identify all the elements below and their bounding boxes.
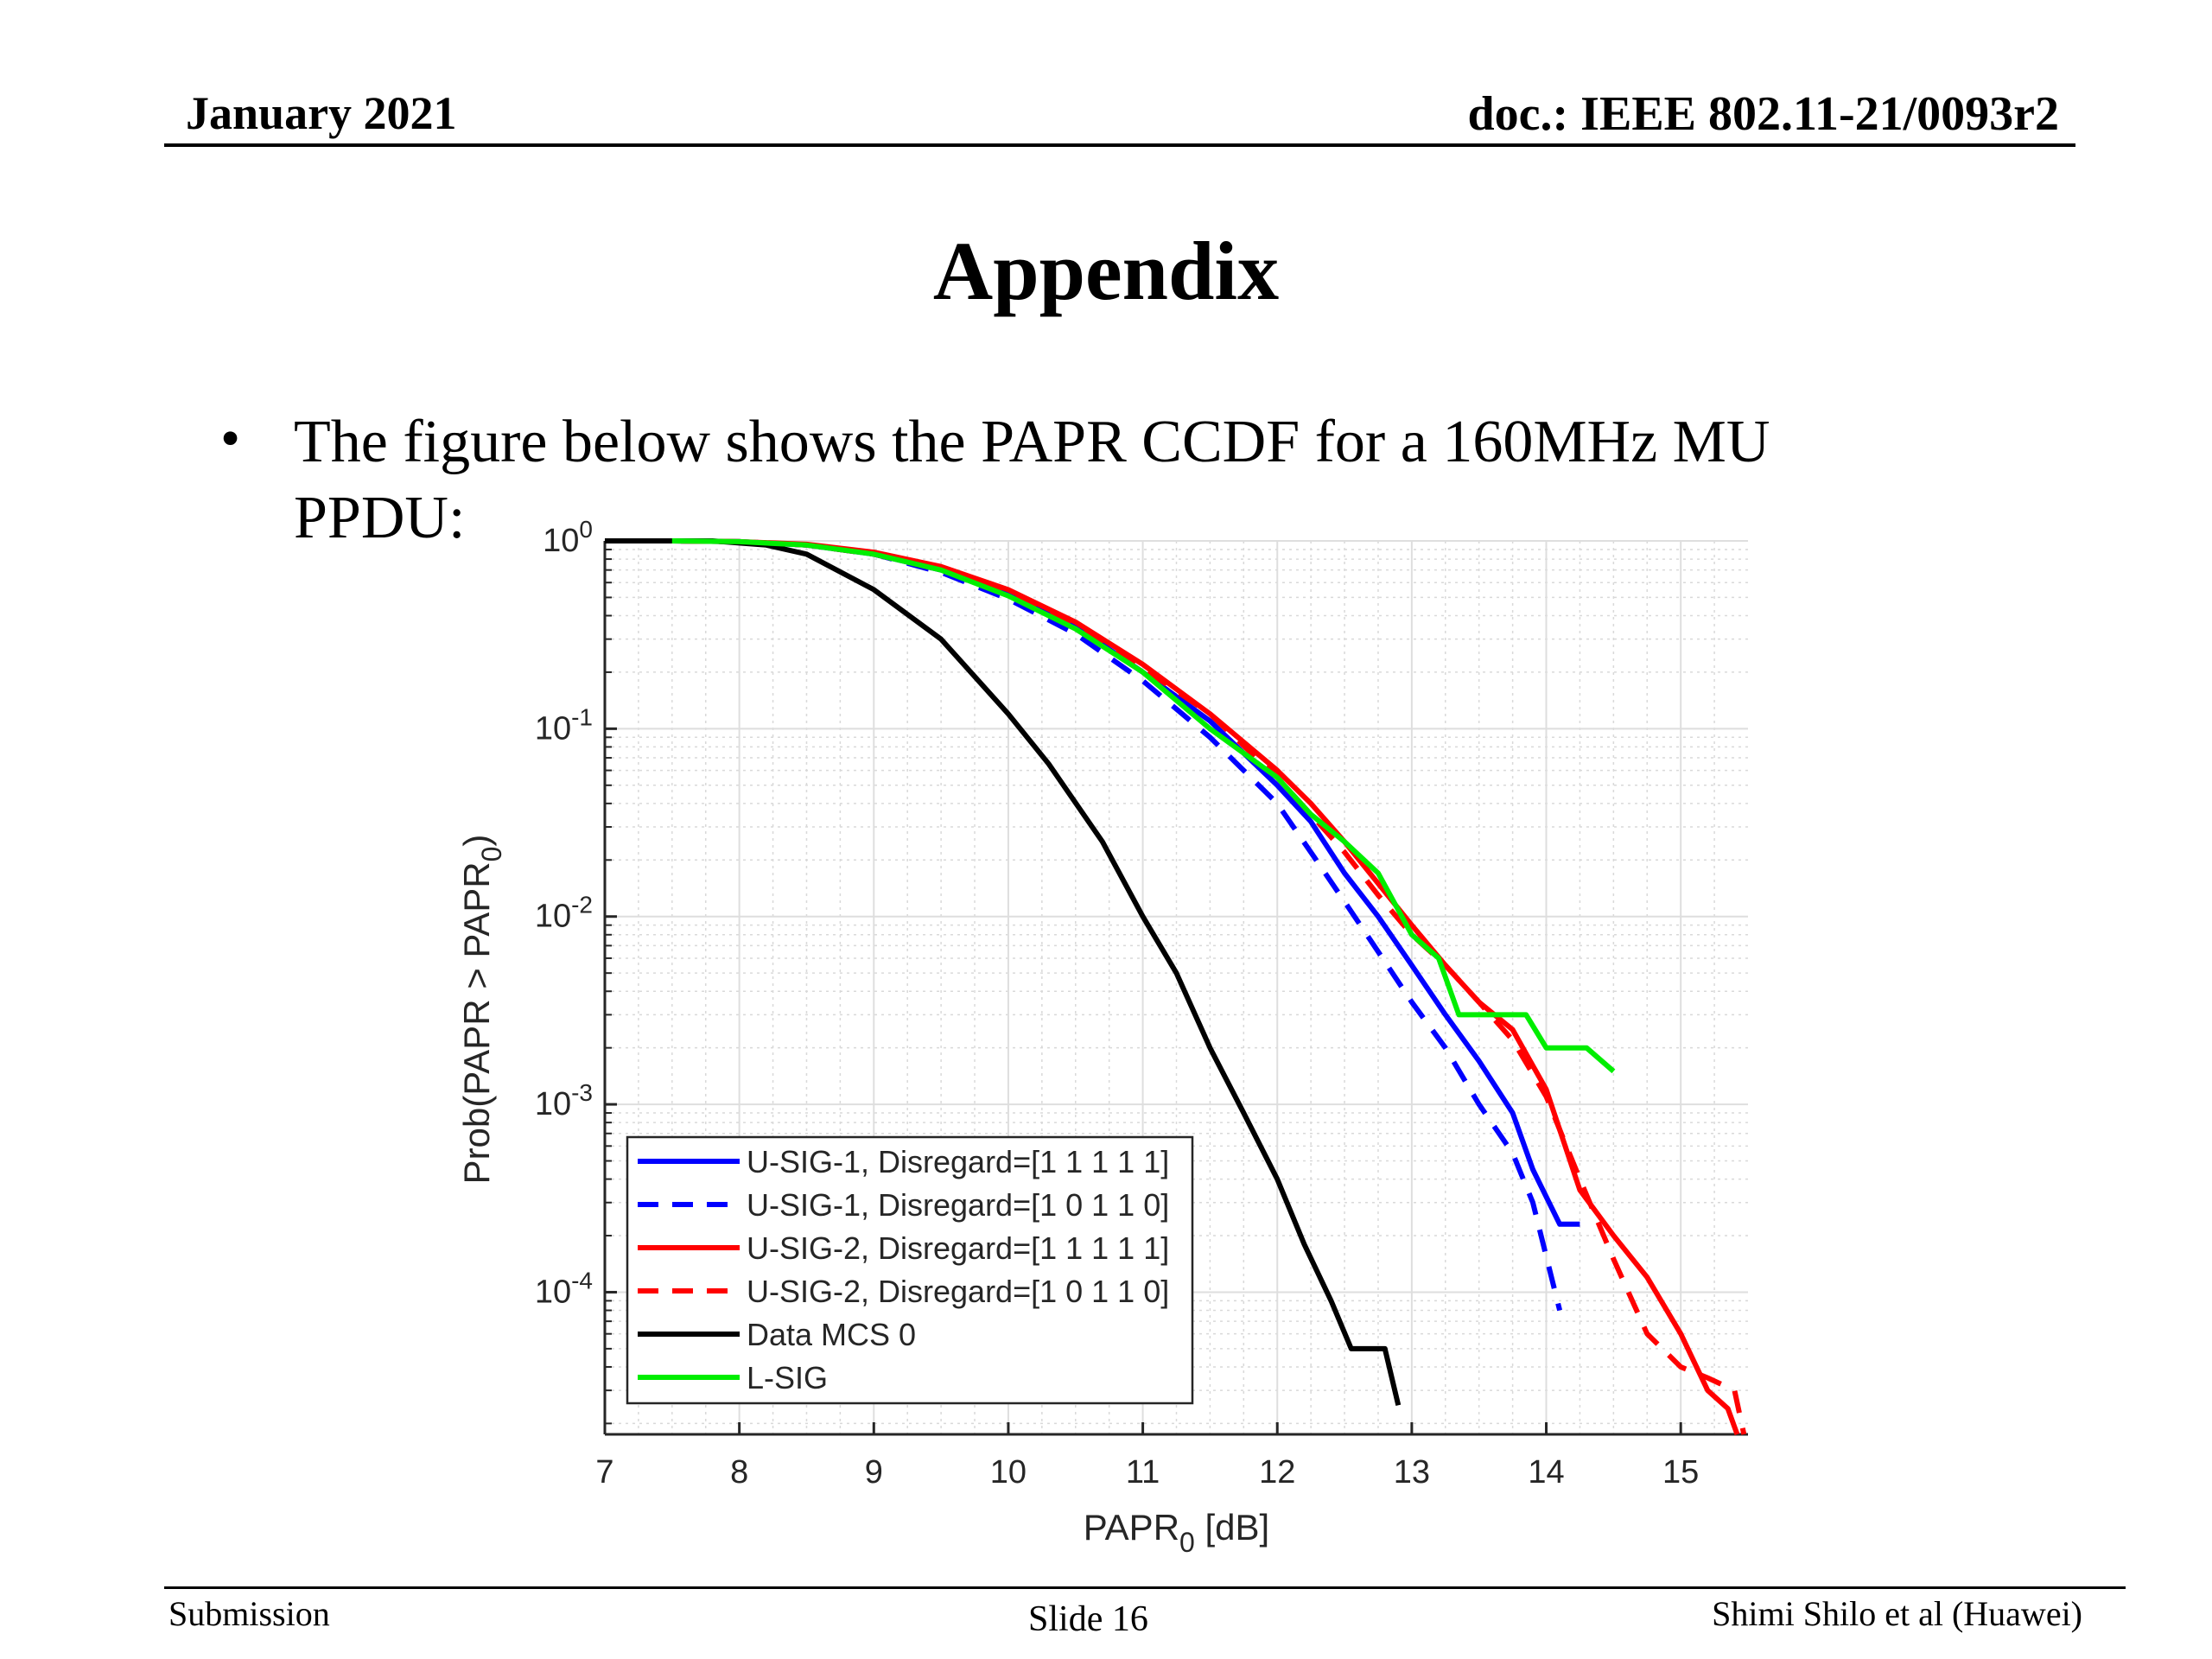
y-tick-label: 10-4 <box>535 1267 593 1310</box>
series-line-5 <box>605 538 1402 1406</box>
x-tick-label: 14 <box>1528 1454 1564 1491</box>
bullet-line-2: PPDU: <box>294 485 466 551</box>
y-tick-label: 10-1 <box>535 703 593 747</box>
x-tick-label: 12 <box>1259 1454 1295 1491</box>
legend: U-SIG-1, Disregard=[1 1 1 1 1] U-SIG-1, D… <box>626 1135 1194 1405</box>
y-axis-label: Prob(PAPR > PAPR0) <box>456 835 507 1185</box>
series-line-6 <box>671 538 1616 1074</box>
x-tick-label: 9 <box>865 1454 883 1491</box>
x-tick-label: 13 <box>1394 1454 1430 1491</box>
x-tick-label: 15 <box>1662 1454 1699 1491</box>
header-date: January 2021 <box>186 87 457 139</box>
bullet-text: The figure below shows the PAPR CCDF for… <box>294 404 1936 556</box>
legend-label: U-SIG-1, Disregard=[1 0 1 1 0] <box>747 1187 1169 1223</box>
bullet-line-1: The figure below shows the PAPR CCDF for… <box>294 409 1770 475</box>
legend-label: U-SIG-2, Disregard=[1 1 1 1 1] <box>747 1230 1169 1266</box>
x-tick-label: 7 <box>595 1454 613 1491</box>
y-tick-label: 10-3 <box>535 1079 593 1122</box>
x-tick-label: 8 <box>730 1454 748 1491</box>
footer-slide-number: Slide 16 <box>1028 1599 1148 1639</box>
axes: 7 8 9 10 11 12 13 14 15 100 10-1 10-2 10-3 10-4 PAPR0 … <box>456 516 1748 1558</box>
header-doc-number: doc.: IEEE 802.11-21/0093r2 <box>1467 87 2059 141</box>
y-tick-label: 100 <box>543 516 593 559</box>
slide-title: Appendix <box>932 225 1280 317</box>
series <box>605 538 1747 1436</box>
legend-label: U-SIG-2, Disregard=[1 0 1 1 0] <box>747 1274 1169 1309</box>
legend-box <box>626 1135 1194 1405</box>
footer-submission: Submission <box>168 1594 330 1633</box>
footer-authors: Shimi Shilo et al (Huawei) <box>1712 1594 2082 1633</box>
header-divider <box>164 143 2075 147</box>
legend-label: L-SIG <box>747 1360 828 1395</box>
bullet-icon: • <box>220 407 241 470</box>
x-axis-label: PAPR0 [dB] <box>1084 1507 1269 1558</box>
x-tick-label: 10 <box>990 1454 1027 1491</box>
x-tick-label: 11 <box>1126 1454 1160 1491</box>
y-tick-label: 10-2 <box>535 892 593 935</box>
footer-divider <box>164 1586 2126 1589</box>
legend-label: U-SIG-1, Disregard=[1 1 1 1 1] <box>747 1144 1169 1179</box>
legend-label: Data MCS 0 <box>747 1317 916 1352</box>
series-line-2 <box>605 538 1563 1312</box>
